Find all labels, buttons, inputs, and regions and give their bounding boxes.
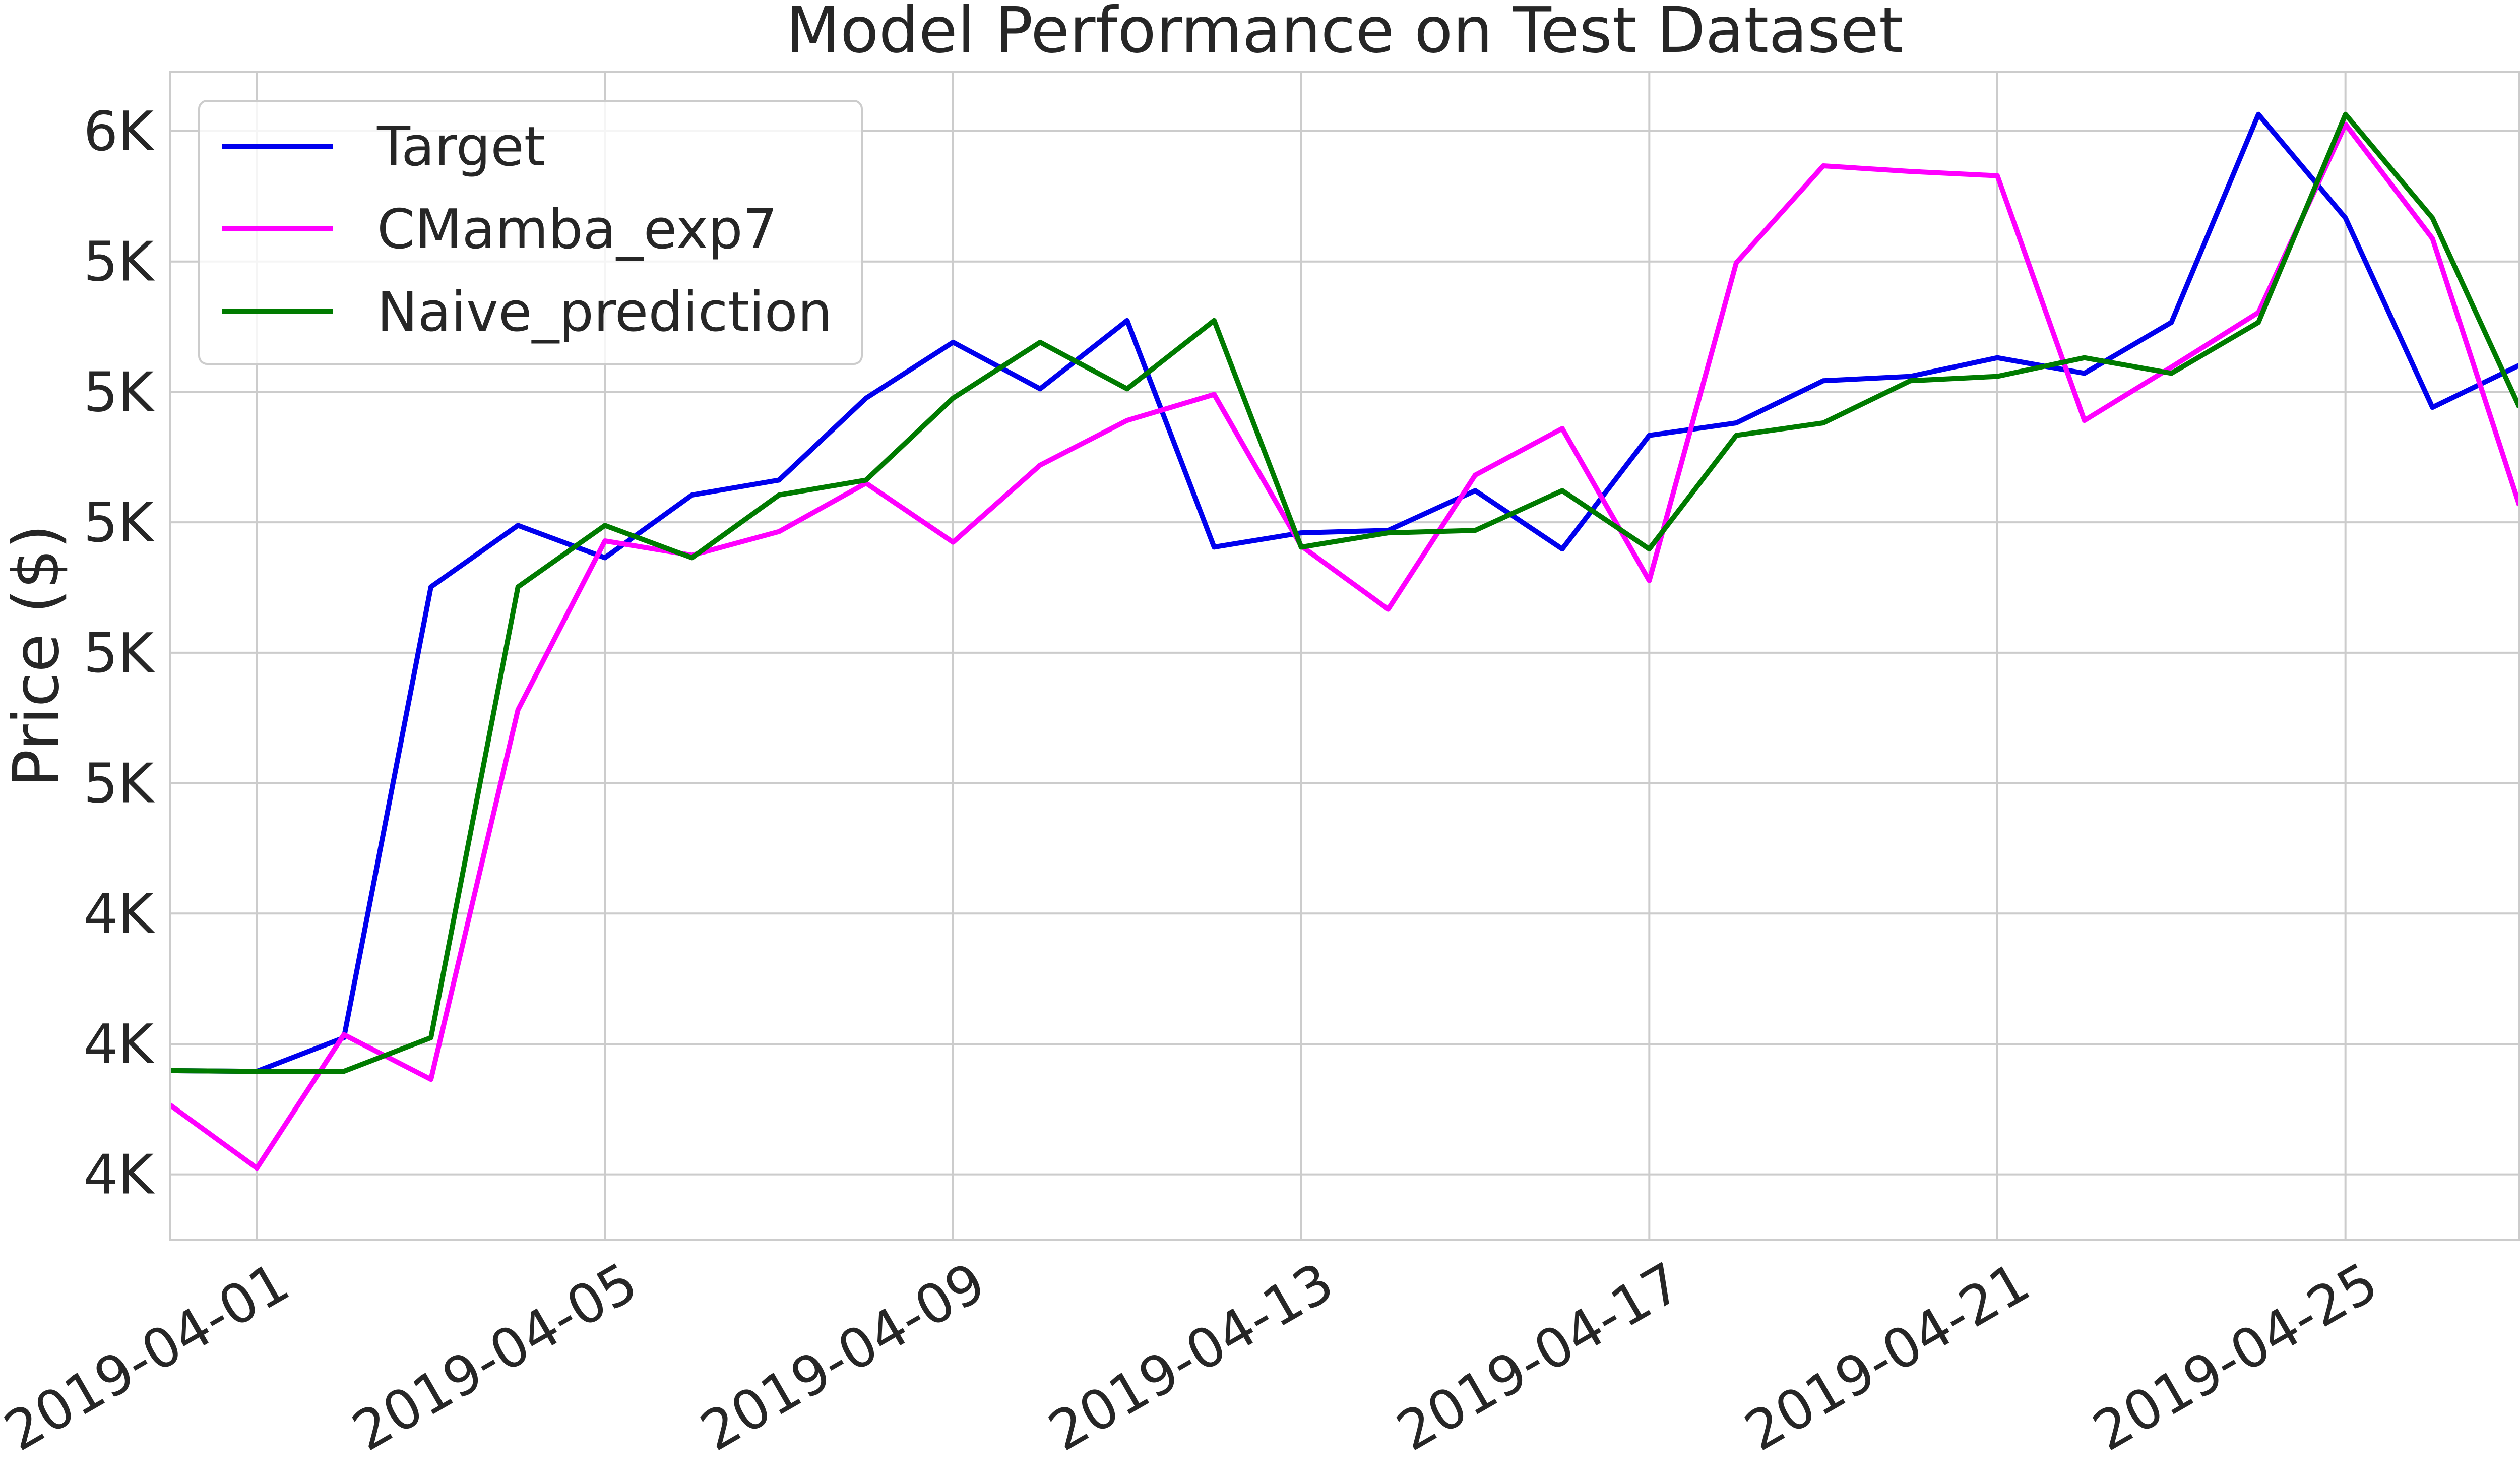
legend-box: [198, 100, 863, 365]
y-tick-label: 5K: [83, 622, 155, 685]
series-line-naive-prediction: [170, 111, 2519, 1074]
y-tick-label: 5K: [83, 491, 155, 555]
series-line-target: [170, 111, 2519, 1074]
legend-label-naive-prediction: Naive_prediction: [377, 281, 832, 344]
legend: Target CMamba_exp7 Naive_prediction: [198, 100, 863, 365]
legend-label-target: Target: [376, 115, 545, 178]
y-axis-label: Price ($): [0, 524, 73, 787]
series-lines: [170, 111, 2519, 1171]
y-tick-label: 5K: [83, 361, 155, 424]
y-tick-label: 4K: [83, 1144, 155, 1207]
chart-title: Model Performance on Test Dataset: [786, 0, 1904, 67]
grid: [170, 72, 2519, 1240]
y-tick-label: 4K: [83, 1013, 155, 1076]
legend-label-cmamba-exp7: CMamba_exp7: [377, 198, 777, 261]
y-tick-label: 6K: [83, 100, 155, 163]
plot-frame: [169, 71, 2520, 1241]
y-tick-label: 5K: [83, 231, 155, 294]
y-tick-label: 5K: [83, 753, 155, 816]
y-tick-label: 4K: [83, 883, 155, 946]
series-line-cmamba-exp7: [170, 121, 2519, 1171]
